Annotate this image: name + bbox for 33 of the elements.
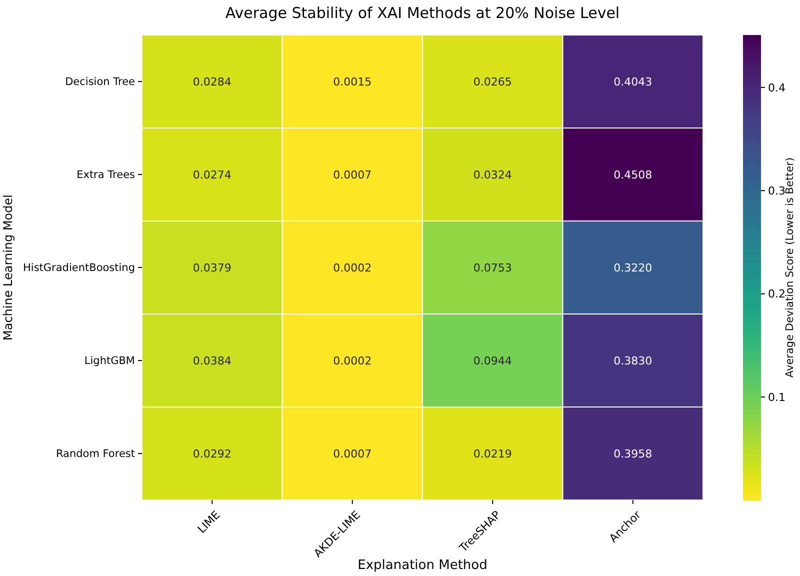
data-label: 0.0015 [333, 75, 372, 88]
data-label: 0.0007 [333, 168, 372, 182]
chart-title: Average Stability of XAI Methods at 20% Noise Level [225, 4, 620, 22]
color-bar-title: Average Deviation Score (Lower is Better) [784, 157, 796, 378]
color-bar-label: 0.4 [768, 81, 786, 94]
y-tick-label: Random Forest [56, 448, 135, 460]
data-label: 0.3958 [614, 447, 652, 460]
data-label: 0.0324 [473, 168, 512, 182]
data-label: 0.0007 [333, 447, 372, 460]
y-tick-label: Decision Tree [65, 76, 135, 88]
data-label: 0.0274 [192, 168, 232, 182]
data-label: 0.0379 [192, 261, 232, 274]
data-label: 0.0292 [192, 447, 232, 460]
data-label: 0.0753 [473, 261, 512, 274]
data-label: 0.4043 [614, 75, 652, 88]
y-tick-label: Extra Trees [76, 169, 135, 182]
data-label: 0.0384 [192, 354, 232, 368]
color-bar-label: 0.2 [768, 288, 786, 301]
data-label: 0.0219 [473, 447, 512, 460]
data-label: 0.0944 [473, 354, 512, 368]
data-label: 0.0284 [192, 75, 232, 88]
y-tick-label: HistGradientBoosting [23, 262, 135, 274]
color-bar-label: 0.1 [768, 390, 786, 404]
color-bar-label: 0.3 [768, 184, 786, 198]
data-label: 0.0002 [333, 261, 372, 274]
data-label: 0.4508 [614, 168, 652, 182]
data-label: 0.0265 [473, 75, 512, 88]
x-axis-title: Explanation Method [358, 558, 488, 573]
data-label: 0.3830 [614, 354, 652, 368]
data-label: 0.3220 [614, 261, 652, 274]
y-axis-title: Machine Learning Model [1, 194, 15, 340]
y-tick-label: LightGBM [84, 355, 135, 368]
data-label: 0.0002 [333, 354, 372, 368]
